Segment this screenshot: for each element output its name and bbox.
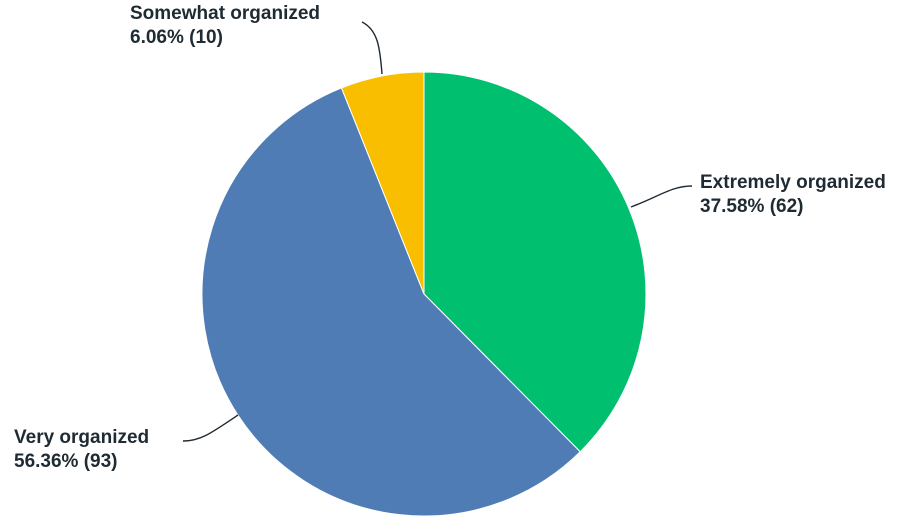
leader-line-somewhat-organized [361,21,383,75]
slice-name: Very organized [14,427,149,448]
leader-line-extremely-organized [630,185,693,208]
slice-name: Extremely organized [700,172,886,193]
slice-label-somewhat-organized: Somewhat organized 6.06% (10) [130,3,320,48]
pie-slice-very-organized [201,87,581,517]
slice-label-very-organized: Very organized 56.36% (93) [14,427,149,472]
slice-label-extremely-organized: Extremely organized 37.58% (62) [700,172,886,217]
leader-line-very-organized [182,414,239,442]
slice-value: 56.36% (93) [14,451,118,472]
slice-name: Somewhat organized [130,3,320,24]
pie-slice-somewhat-organized [340,71,425,295]
slice-value: 37.58% (62) [700,196,804,217]
slice-labels: Extremely organized 37.58% (62) Very organ… [14,3,886,472]
leader-lines [182,21,693,442]
slice-value: 6.06% (10) [130,27,223,48]
pie-slice-extremely-organized [423,71,647,453]
pie-slices [201,71,647,517]
